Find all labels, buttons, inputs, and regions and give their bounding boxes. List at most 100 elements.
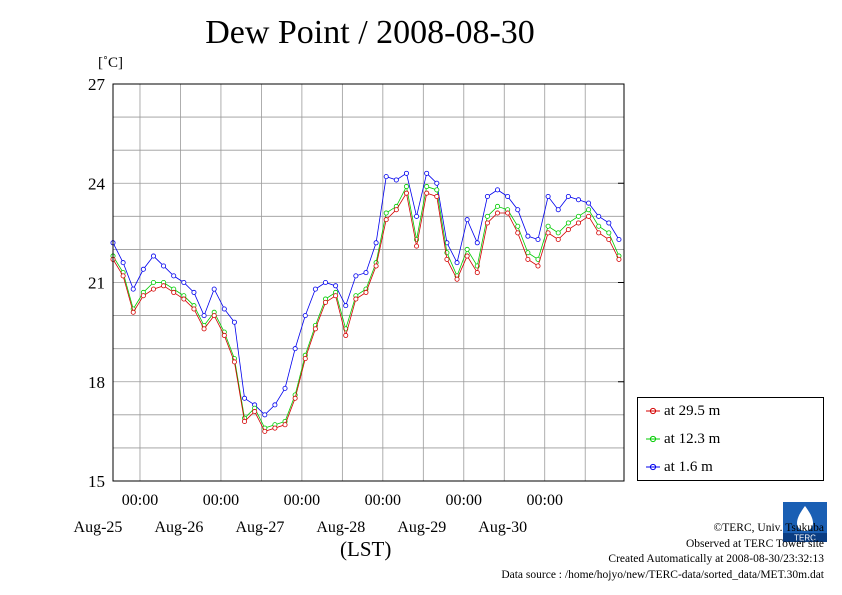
y-tick-labels: 15 18 21 24 27 (88, 75, 624, 491)
data-point (434, 187, 440, 193)
y-tick-label: 18 (88, 373, 105, 392)
data-point (505, 193, 511, 199)
data-point (252, 409, 258, 415)
data-point (464, 217, 470, 223)
data-point (505, 210, 511, 216)
data-point (312, 326, 318, 332)
data-point (242, 395, 248, 401)
x-tick-time-label: 00:00 (122, 492, 158, 509)
data-point (343, 303, 349, 309)
x-tick-time-label: 00:00 (527, 492, 563, 509)
data-point (272, 402, 278, 408)
data-point (383, 217, 389, 223)
data-point (302, 356, 308, 362)
data-point (403, 184, 409, 190)
data-point (221, 332, 227, 338)
data-point (150, 286, 156, 292)
data-point (140, 266, 146, 272)
data-point (596, 230, 602, 236)
data-point (262, 428, 268, 434)
data-point (161, 263, 167, 269)
x-tick-time-label: 00:00 (203, 492, 239, 509)
data-point (464, 253, 470, 259)
data-point (424, 170, 430, 176)
data-point (242, 418, 248, 424)
data-point (555, 207, 561, 213)
legend-item-1-6m: at 1.6 m (646, 457, 713, 477)
data-point (575, 220, 581, 226)
data-point (495, 187, 501, 193)
data-point (312, 286, 318, 292)
data-point (616, 236, 622, 242)
data-point (383, 210, 389, 216)
data-point (586, 213, 592, 219)
data-point (363, 289, 369, 295)
data-point (181, 279, 187, 285)
x-tick-time-label: 00:00 (365, 492, 401, 509)
data-point (565, 193, 571, 199)
data-point (403, 170, 409, 176)
data-point (424, 184, 430, 190)
terc-logo-icon: TERC (783, 502, 827, 542)
data-point (393, 207, 399, 213)
y-tick-label: 24 (88, 174, 106, 193)
data-point (150, 253, 156, 259)
data-point (606, 230, 612, 236)
x-tick-date-label: Aug-30 (478, 519, 527, 536)
data-point (322, 299, 328, 305)
data-point (424, 190, 430, 196)
data-point (292, 346, 298, 352)
data-point (414, 243, 420, 249)
data-point (211, 286, 217, 292)
data-point (262, 412, 268, 418)
data-point (515, 230, 521, 236)
data-point (434, 180, 440, 186)
legend-item-12-3m: at 12.3 m (646, 429, 720, 449)
y-tick-label: 15 (88, 472, 105, 491)
legend: at 29.5 m at 12.3 m at 1.6 m (637, 397, 824, 481)
data-point (191, 289, 197, 295)
x-tick-date-label: Aug-26 (154, 519, 203, 536)
data-point (454, 276, 460, 282)
y-tick-label: 27 (88, 75, 106, 94)
data-point (545, 230, 551, 236)
data-point (575, 213, 581, 219)
x-tick-time-label: 00:00 (284, 492, 320, 509)
data-point (150, 279, 156, 285)
data-point (322, 279, 328, 285)
data-point (272, 425, 278, 431)
y-tick-label: 21 (88, 274, 105, 293)
data-point (555, 236, 561, 242)
data-point (130, 286, 136, 292)
data-point (393, 177, 399, 183)
data-point (333, 283, 339, 289)
observed-text: Observed at TERC Tower site (685, 537, 824, 550)
data-point (353, 296, 359, 302)
data-point (181, 296, 187, 302)
data-point (373, 263, 379, 269)
data-point (333, 293, 339, 299)
data-point (525, 250, 531, 256)
data-point (586, 200, 592, 206)
legend-label: at 12.3 m (664, 430, 721, 447)
x-tick-time-label: 00:00 (446, 492, 482, 509)
series-line (112, 185, 620, 429)
data-point (484, 193, 490, 199)
legend-marker-green-icon (646, 435, 660, 443)
data-point (474, 240, 480, 246)
data-point (555, 230, 561, 236)
data-point (363, 270, 369, 276)
data-point (302, 313, 308, 319)
data-point (171, 289, 177, 295)
data-point (373, 240, 379, 246)
data-point (545, 193, 551, 199)
data-point (282, 422, 288, 428)
data-point (191, 306, 197, 312)
data-point (292, 395, 298, 401)
data-point (231, 359, 237, 365)
data-point (231, 319, 237, 325)
data-point (434, 193, 440, 199)
data-point (403, 190, 409, 196)
data-point (211, 313, 217, 319)
